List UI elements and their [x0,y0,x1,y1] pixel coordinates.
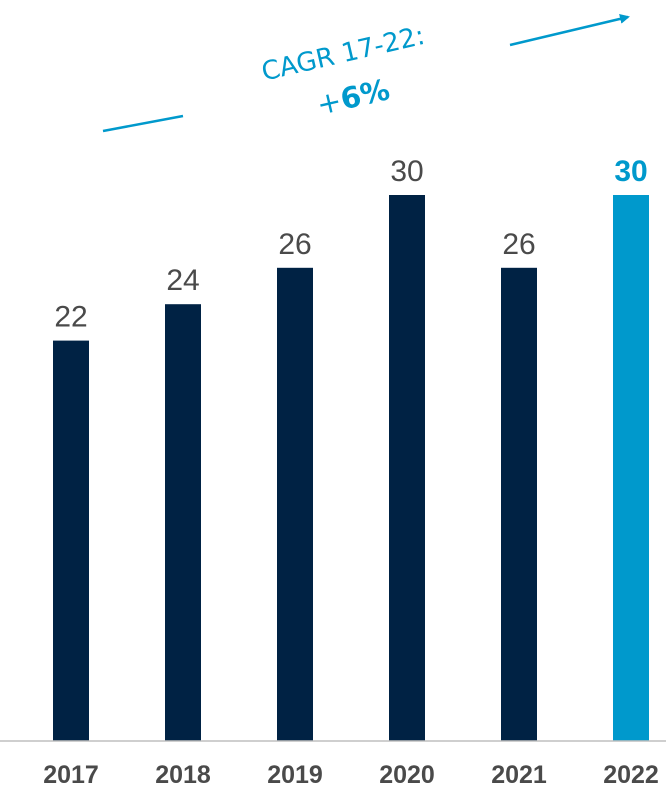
bar-2018 [165,304,201,741]
cagr-label: CAGR 17-22: [259,21,428,88]
tick-label-2017: 2017 [43,761,99,789]
bars-layer [53,195,649,741]
value-label-2020: 30 [390,155,423,188]
cagr-value-text: +6% [313,72,392,122]
tick-label-2018: 2018 [155,761,211,789]
bar-2019 [277,267,313,741]
tick-label-2021: 2021 [491,761,547,789]
x-axis-tick-labels: 2017 2018 2019 2020 2021 2022 [43,761,659,789]
tick-label-2019: 2019 [267,761,323,789]
value-label-2021: 26 [502,228,535,261]
cagr-annotation: CAGR 17-22: +6% [102,13,630,133]
bar-2022 [613,195,649,741]
bar-2017 [53,340,89,741]
value-label-2022: 30 [614,155,647,188]
tick-label-2020: 2020 [379,761,435,789]
bar-2021 [501,267,537,741]
cagr-arrow-right [509,13,630,47]
cagr-line-left [102,114,184,133]
value-labels-layer: 22 24 26 30 26 30 [54,155,647,334]
value-label-2018: 24 [166,264,199,297]
value-label-2019: 26 [278,228,311,261]
cagr-value: 6% [337,72,393,116]
bar-2020 [389,195,425,741]
value-label-2017: 22 [54,301,87,334]
tick-label-2022: 2022 [603,761,659,789]
